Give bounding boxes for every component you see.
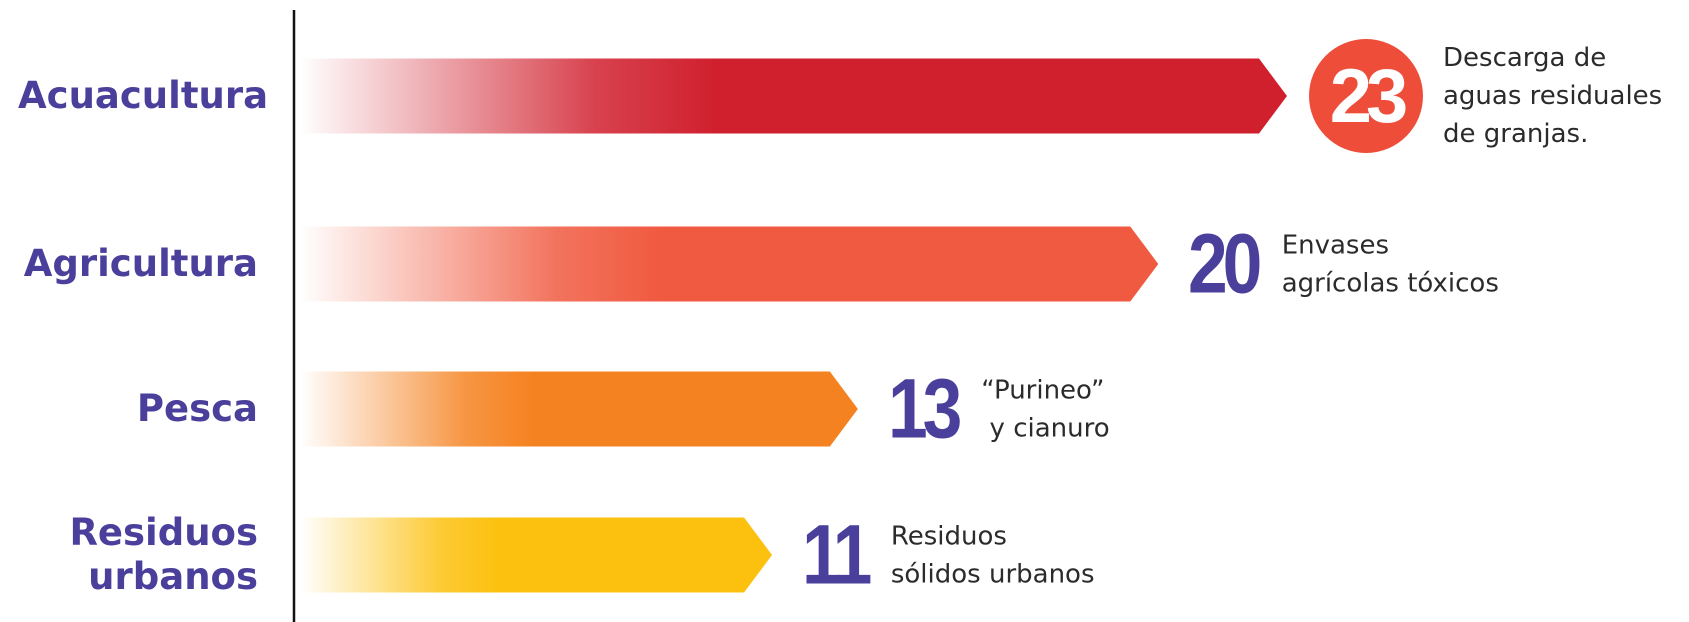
category-label: Residuos urbanos xyxy=(69,511,258,598)
annotation-line: Residuos xyxy=(890,521,1007,551)
annotation: Residuos sólidos urbanos xyxy=(891,517,1095,593)
bar xyxy=(300,226,1159,302)
value-label: 13 xyxy=(887,361,962,456)
annotation-line: aguas residuales xyxy=(1443,81,1663,111)
annotation-line: y cianuro xyxy=(981,413,1110,443)
annotation-line: “Purineo” xyxy=(981,375,1105,405)
value-label: 20 xyxy=(1188,216,1262,311)
value-label: 23 xyxy=(1309,39,1423,153)
value-group: 20 Envases agrícolas tóxicos xyxy=(1188,216,1499,313)
annotation-line: sólidos urbanos xyxy=(890,559,1095,589)
annotation-line: Descarga de xyxy=(1443,43,1607,73)
annotation-line: agrícolas tóxicos xyxy=(1281,268,1499,298)
category-label: Acuacultura xyxy=(18,74,269,117)
bar xyxy=(300,58,1287,134)
annotation: Envases agrícolas tóxicos xyxy=(1282,226,1499,302)
category-label: Agricultura xyxy=(23,242,258,285)
bar xyxy=(300,371,858,447)
value-label: 11 xyxy=(802,507,872,602)
annotation-line: Envases xyxy=(1281,230,1390,260)
value-group: 13 “Purineo” y cianuro xyxy=(888,361,1110,458)
annotation-line: de granjas. xyxy=(1443,119,1589,149)
value-group: 23 Descarga de aguas residuales de granjas. xyxy=(1309,39,1662,153)
category-label: Pesca xyxy=(136,387,258,430)
value-group: 11 Residuos sólidos urbanos xyxy=(802,507,1094,604)
annotation: Descarga de aguas residuales de granjas. xyxy=(1443,39,1662,153)
bar xyxy=(300,517,773,593)
annotation: “Purineo” y cianuro xyxy=(981,371,1109,447)
